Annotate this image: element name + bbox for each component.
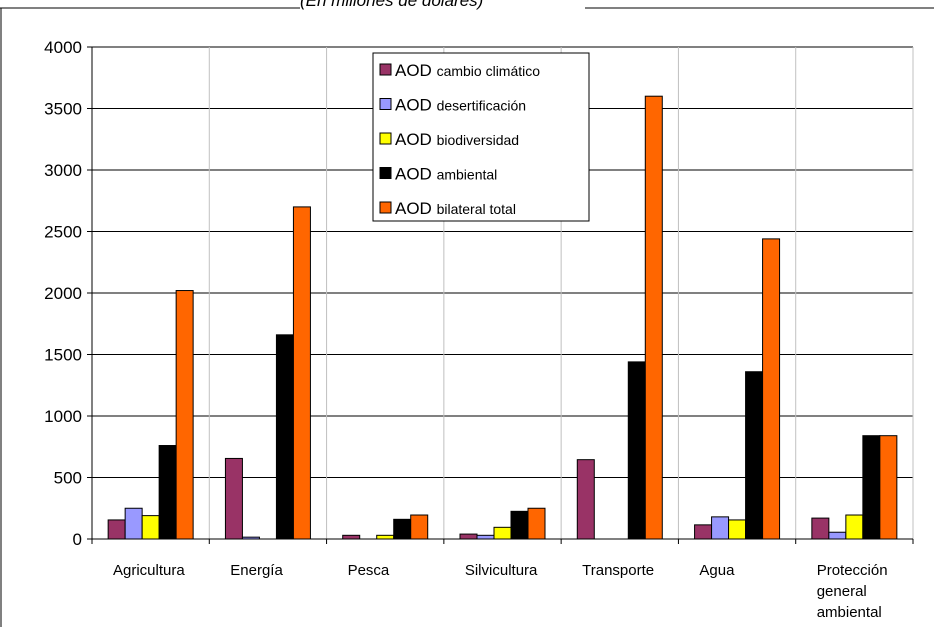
- bar-desertificación-6: [711, 516, 730, 540]
- y-tick-label: 3500: [44, 100, 82, 119]
- x-category-label: Agricultura: [113, 562, 185, 579]
- bar-biodiversidad-4: [493, 526, 512, 540]
- legend-swatch-cambio-climático: [379, 63, 392, 76]
- bar-ambiental-1: [158, 445, 177, 540]
- x-category-label: Pesca: [348, 562, 390, 579]
- bar-ambiental-2: [275, 334, 294, 540]
- bar-cambio-climático-7: [811, 517, 830, 540]
- x-category-label: Protección: [817, 562, 888, 579]
- legend-swatch-desertificación: [379, 98, 392, 110]
- bar-biodiversidad-3: [376, 534, 395, 540]
- legend-label: AOD cambio climático: [395, 61, 540, 80]
- bar-ambiental-7: [862, 435, 881, 540]
- bar-cambio-climático-6: [694, 524, 713, 540]
- legend-label: AOD ambiental: [395, 165, 497, 184]
- y-tick-label: 2500: [44, 223, 82, 242]
- bar-biodiversidad-6: [728, 519, 747, 540]
- x-category-label: Energía: [230, 562, 283, 579]
- bar-bilateral-total-5: [644, 95, 663, 540]
- bar-desertificación-4: [476, 534, 495, 540]
- bar-cambio-climático-1: [107, 519, 126, 540]
- bar-bilateral-total-3: [410, 514, 429, 540]
- x-category-label: Agua: [699, 562, 735, 579]
- y-tick-label: 2000: [44, 284, 82, 303]
- legend-label: AOD biodiversidad: [395, 130, 519, 149]
- bar-cambio-climático-4: [459, 533, 478, 540]
- legend-swatch-ambiental: [379, 167, 392, 179]
- y-tick-label: 0: [73, 530, 82, 549]
- bar-ambiental-5: [627, 361, 646, 540]
- legend-label: AOD bilateral total: [395, 199, 516, 218]
- bar-bilateral-total-2: [292, 206, 311, 540]
- bar-cambio-climático-3: [342, 534, 361, 540]
- bar-bilateral-total-6: [762, 238, 781, 540]
- bar-desertificación-1: [124, 507, 143, 540]
- x-category-label: general: [817, 583, 867, 600]
- legend-swatch-biodiversidad: [379, 132, 392, 145]
- bar-biodiversidad-7: [845, 514, 864, 540]
- y-tick-label: 1000: [44, 407, 82, 426]
- y-tick-label: 3000: [44, 161, 82, 180]
- chart-subtitle: (En millones de dólares): [300, 0, 484, 10]
- x-category-label: Transporte: [582, 562, 654, 579]
- bar-cambio-climático-5: [576, 459, 595, 540]
- legend-label: AOD desertificación: [395, 96, 526, 115]
- bar-bilateral-total-1: [175, 290, 194, 540]
- bar-ambiental-4: [510, 510, 529, 540]
- bar-ambiental-6: [745, 371, 764, 540]
- bar-bilateral-total-4: [527, 507, 546, 540]
- bar-cambio-climático-2: [224, 457, 243, 540]
- legend-swatch-bilateral-total: [379, 201, 392, 214]
- y-tick-label: 4000: [44, 38, 82, 57]
- x-category-label: ambiental: [817, 604, 882, 621]
- legend-box: [372, 52, 590, 222]
- bar-ambiental-3: [393, 518, 412, 540]
- bar-biodiversidad-1: [141, 515, 160, 540]
- bar-desertificación-7: [828, 531, 847, 540]
- y-tick-label: 500: [54, 469, 82, 488]
- y-tick-label: 1500: [44, 346, 82, 365]
- bar-bilateral-total-7: [879, 435, 898, 540]
- x-category-label: Silvicultura: [465, 562, 538, 579]
